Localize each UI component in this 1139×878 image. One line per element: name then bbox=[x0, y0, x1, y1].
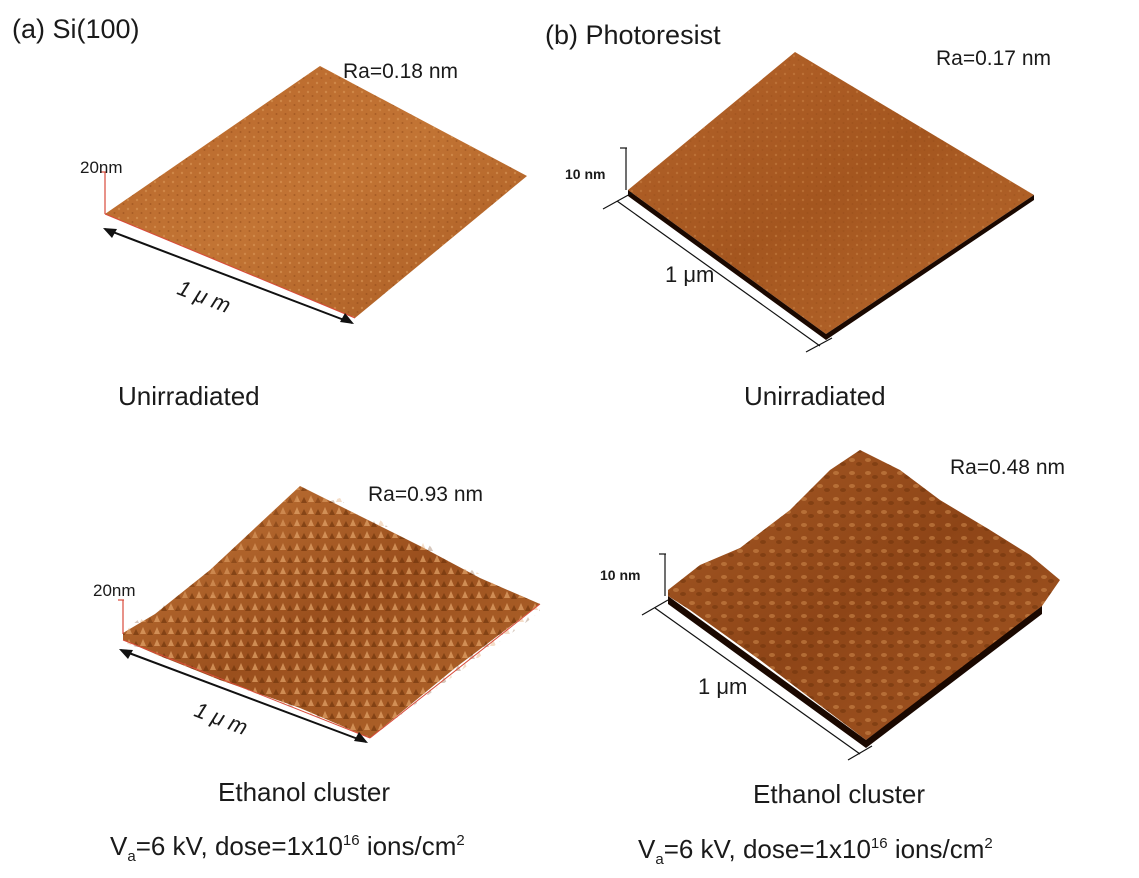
roughness-label-b-top: Ra=0.17 nm bbox=[936, 47, 1051, 70]
z-scale-label-a-bottom: 20nm bbox=[93, 581, 136, 600]
irradiation-condition-a: Va=6 kV, dose=1x1016 ions/cm2 bbox=[110, 831, 465, 865]
afm-surface-a-ethanol-cluster bbox=[118, 486, 541, 739]
roughness-label-b-bottom: Ra=0.48 nm bbox=[950, 456, 1065, 479]
z-scale-label-b-top: 10 nm bbox=[565, 166, 606, 182]
length-label-b-top: 1 μm bbox=[665, 262, 715, 287]
panel-a-title: (a) Si(100) bbox=[12, 14, 140, 44]
z-scale-label-b-bottom: 10 nm bbox=[600, 567, 641, 583]
length-line-b-bottom bbox=[641, 599, 873, 761]
condition-label-b-bottom: Ethanol cluster bbox=[753, 779, 925, 809]
length-label-b-bottom: 1 μm bbox=[698, 674, 748, 699]
roughness-label-a-bottom: Ra=0.93 nm bbox=[368, 483, 483, 506]
condition-label-a-top: Unirradiated bbox=[118, 381, 260, 411]
afm-surface-a-unirradiated bbox=[100, 66, 527, 319]
z-scale-label-a-top: 20nm bbox=[80, 158, 123, 177]
length-arrow-a-bottom bbox=[119, 649, 368, 743]
afm-surface-b-ethanol-cluster bbox=[659, 450, 1060, 748]
length-line-b-top bbox=[602, 192, 833, 353]
panel-b-title: (b) Photoresist bbox=[545, 20, 721, 50]
irradiation-condition-b: Va=6 kV, dose=1x1016 ions/cm2 bbox=[638, 834, 993, 868]
roughness-label-a-top: Ra=0.18 nm bbox=[343, 60, 458, 83]
condition-label-a-bottom: Ethanol cluster bbox=[218, 777, 390, 807]
length-arrow-a-top bbox=[103, 228, 354, 324]
afm-surface-b-unirradiated bbox=[620, 52, 1034, 340]
condition-label-b-top: Unirradiated bbox=[744, 381, 886, 411]
